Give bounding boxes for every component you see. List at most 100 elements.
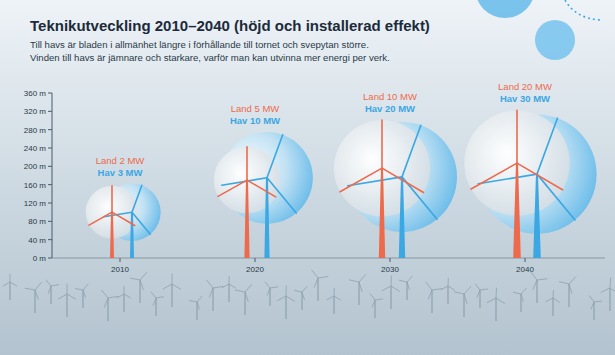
decoration (407, 282, 409, 290)
chart: Teknikutveckling 2010–2040 (höjd och ins… (0, 0, 615, 355)
decoration (302, 286, 307, 292)
decoration (172, 274, 173, 284)
decoration (552, 298, 553, 316)
decoration (521, 294, 523, 302)
x-tick-label: 2020 (246, 265, 264, 274)
y-tick-label: 40 m (28, 236, 46, 245)
decoration (130, 278, 140, 280)
effect-label: Land 2 MW (96, 155, 145, 166)
decoration (83, 290, 86, 298)
decoration (235, 290, 245, 292)
tower (130, 212, 134, 258)
decoration (46, 280, 51, 286)
y-tick-label: 240 m (24, 144, 47, 153)
decoration (569, 284, 572, 294)
decoration (559, 282, 569, 284)
blade (348, 177, 402, 186)
decoration (464, 286, 471, 294)
decoration (609, 288, 610, 311)
decoration (245, 292, 248, 302)
blade (132, 185, 142, 212)
decoration (610, 278, 612, 288)
decoration (108, 296, 118, 298)
decoration (349, 280, 359, 282)
decoration (441, 286, 448, 290)
decoration (448, 286, 455, 290)
decoration (222, 284, 229, 288)
decoration (372, 300, 375, 308)
subtitle: Vinden till havs är jämnare och starkare… (30, 52, 390, 63)
blade (267, 178, 296, 213)
decoration (277, 296, 286, 301)
decoration (245, 284, 252, 292)
decoration (285, 296, 286, 319)
decoration (267, 288, 270, 296)
decoration (454, 292, 464, 294)
blade (112, 212, 135, 225)
decoration (83, 284, 88, 290)
decoration (391, 286, 400, 292)
decoration (229, 284, 236, 288)
decoration (153, 298, 156, 306)
decoration (3, 282, 10, 286)
decoration (406, 282, 407, 300)
decoration (301, 292, 302, 310)
decoration (463, 294, 464, 317)
decoration (358, 282, 359, 305)
y-tick-label: 120 m (24, 199, 47, 208)
decoration (163, 284, 172, 289)
decoration (591, 302, 594, 309)
decoration (58, 294, 67, 299)
decoration (382, 286, 391, 291)
blade (246, 147, 248, 180)
decoration (107, 298, 108, 321)
decoration (140, 272, 147, 280)
decoration (82, 290, 83, 308)
decoration (286, 296, 295, 301)
decoration (407, 276, 412, 282)
subtitle: Till havs är bladen i allmänhet längre i… (30, 39, 369, 50)
decoration (431, 290, 432, 313)
decoration (124, 294, 131, 298)
decoration (294, 290, 302, 292)
decoration (9, 282, 10, 300)
y-axis (52, 93, 53, 258)
decoration (104, 298, 108, 308)
decoration (140, 280, 143, 290)
decoration (286, 286, 287, 296)
decoration (312, 270, 318, 278)
blade (537, 118, 557, 174)
blade (478, 174, 537, 184)
x-tick (255, 258, 256, 262)
decoration (67, 294, 76, 299)
decoration (48, 286, 51, 294)
decoration (533, 280, 537, 290)
x-tick (390, 258, 391, 262)
y-tick (48, 221, 52, 222)
background (0, 0, 615, 355)
y-tick-label: 0 m (33, 254, 47, 263)
decoration (10, 282, 17, 286)
decoration (536, 280, 537, 303)
y-tick-label: 280 m (24, 126, 47, 135)
blade (111, 186, 113, 212)
effect-label: Hav 30 MW (500, 93, 550, 104)
blade (537, 174, 575, 220)
effect-label: Hav 3 MW (98, 167, 143, 178)
decoration (359, 282, 362, 292)
decoration (569, 276, 576, 284)
decoration (314, 278, 318, 288)
blade (382, 168, 424, 192)
decoration (496, 298, 505, 304)
tower (244, 180, 249, 258)
decoration (546, 298, 553, 302)
decoration (197, 296, 202, 302)
decoration (594, 301, 602, 303)
decoration (593, 302, 594, 320)
blade (516, 110, 518, 163)
decoration (207, 280, 213, 288)
blade (340, 168, 382, 192)
decoration (432, 289, 442, 290)
decoration (172, 284, 181, 289)
decoration (35, 290, 39, 300)
